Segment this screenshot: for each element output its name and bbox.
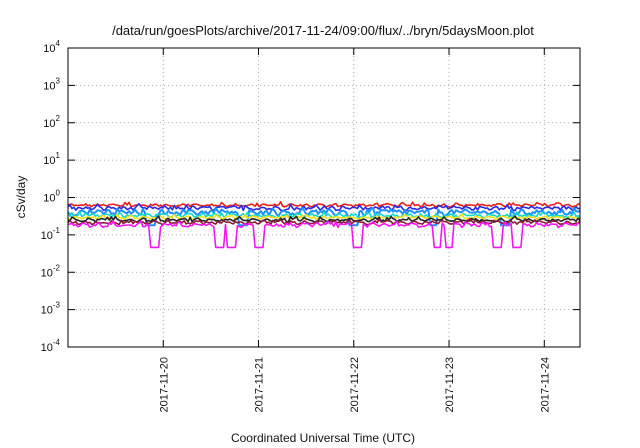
- y-tick-label: 10-1: [41, 226, 61, 242]
- grid: [68, 48, 580, 347]
- x-tick-label: 2017-11-20: [158, 357, 170, 412]
- series-line-8: [67, 220, 581, 249]
- y-tick-label: 10-4: [41, 338, 61, 354]
- y-tick-label: 101: [43, 151, 60, 167]
- series-line-5: [67, 213, 581, 221]
- series-line-7: [67, 217, 581, 226]
- series-group: [67, 201, 581, 249]
- series-line-6: [67, 215, 581, 223]
- chart-title: /data/run/goesPlots/archive/2017-11-24/0…: [112, 23, 534, 38]
- x-tick-label: 2017-11-22: [349, 357, 361, 412]
- y-tick-label: 104: [43, 39, 60, 55]
- x-tick-label: 2017-11-21: [254, 357, 266, 412]
- y-tick-label: 100: [43, 189, 60, 205]
- y-tick-label: 10-3: [41, 301, 61, 317]
- x-tick-label: 2017-11-24: [539, 357, 551, 412]
- y-axis-label: cSv/day: [14, 176, 28, 219]
- y-tick-label: 103: [43, 76, 60, 92]
- y-tick-label: 102: [43, 114, 60, 130]
- series-line-2: [67, 203, 581, 212]
- x-tick-label: 2017-11-23: [444, 357, 456, 412]
- series-line-3: [67, 206, 581, 227]
- x-axis-label: Coordinated Universal Time (UTC): [231, 431, 415, 445]
- y-tick-label: 10-2: [41, 263, 61, 279]
- ticks: 104 103 102 101 100 10-1 10-2 10-3 10-4 2017-11-2…: [41, 39, 580, 412]
